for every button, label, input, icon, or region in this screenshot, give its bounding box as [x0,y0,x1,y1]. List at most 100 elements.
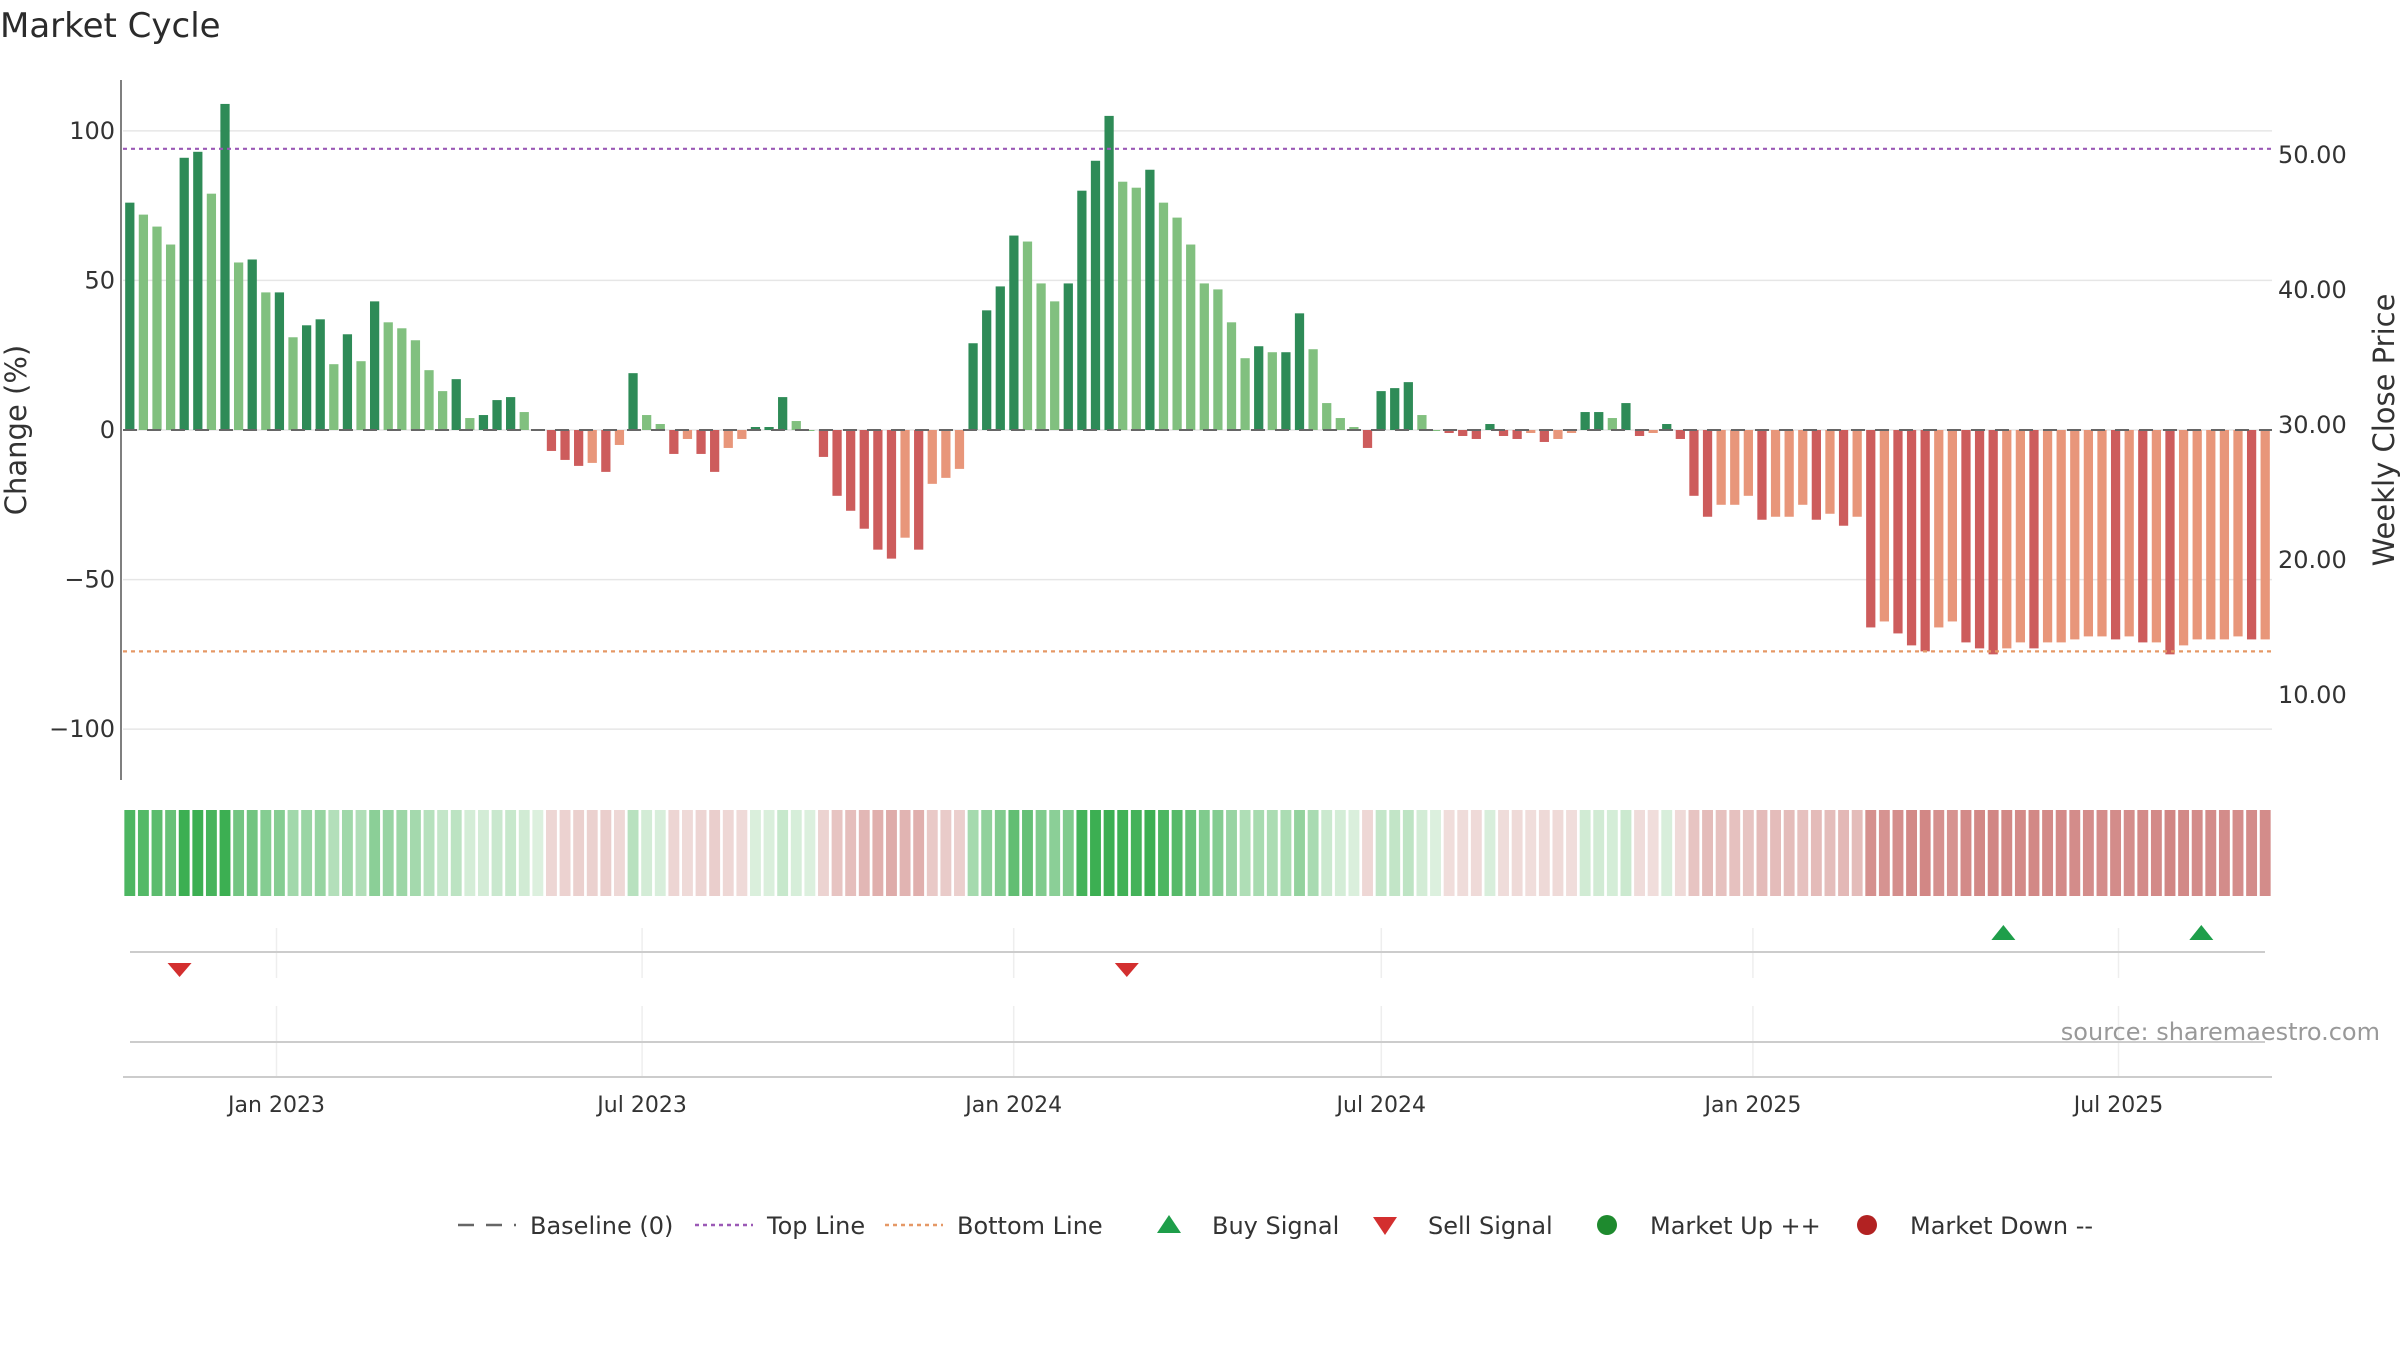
x-tick-label: Jul 2023 [595,1093,687,1118]
heat-strip-cell [1634,810,1645,896]
heat-strip-cell [1321,810,1333,896]
heat-strip-cell [1797,810,1809,896]
bar [2151,430,2162,643]
bars-layer [125,103,2270,655]
heat-strip-cell [1484,810,1496,896]
heat-strip-cell [1960,810,1972,896]
heat-strip-cell [1974,810,1986,896]
heat-strip-cell [1606,810,1618,896]
heat-strip-cell [750,810,761,896]
heat-strip-cell [654,810,666,896]
x-tick-label: Jul 2024 [1335,1093,1427,1118]
y-right-tick-label: 20.00 [2278,546,2347,574]
bar [288,337,298,430]
x-tick-label: Jul 2025 [2072,1093,2164,1118]
heat-strip-cell [1878,810,1890,896]
x-tick-label: Jan 2024 [963,1093,1062,1118]
bar [1009,235,1019,430]
buy-signal-marker [2189,925,2214,940]
legend-label: Market Down -- [1910,1212,2093,1240]
heat-strip-cell [627,810,639,896]
bar [859,430,869,529]
heat-strip-cell [1076,810,1088,896]
bar [1458,430,1468,436]
bar [1498,430,1509,436]
bar [152,226,162,430]
heat-strip-cell [273,810,285,896]
bar [1417,415,1427,430]
heat-strip-cell [1253,810,1265,896]
heat-strip-cell [328,810,340,896]
bar [574,430,584,466]
heat-strip-cell [518,810,530,896]
bar [1553,430,1563,439]
heat-strip-cell [1892,810,1904,896]
heat-strip-cell [2001,810,2013,896]
heat-strip-cell [1647,810,1659,896]
legend-label: Market Up ++ [1650,1212,1821,1240]
heat-strip-cell [2096,810,2108,896]
bar [628,373,638,430]
heat-strip-cell [2110,810,2122,896]
bar [587,430,597,463]
y-right-tick-label: 50.00 [2278,141,2347,169]
heat-strip-cell [437,810,449,896]
bar [1689,430,1699,496]
heat-strip-cell [2164,810,2176,896]
bar [669,430,679,454]
bar [301,325,312,430]
heat-strip-cell [314,810,326,896]
bar [1838,430,1849,526]
heat-strip-cell [178,810,190,896]
heat-strip-cell [573,810,585,896]
heat-strip-cell [1783,810,1795,896]
buy-signal-marker [1991,925,2016,940]
heat-strip-cell [1620,810,1632,896]
bar [2029,430,2039,649]
bar [2138,430,2148,643]
bar [1893,430,1903,634]
bar [546,430,557,451]
bar [954,430,965,469]
heat-strip-cell [967,810,979,896]
x-tick-label: Jan 2023 [226,1093,325,1118]
bar [1634,430,1645,436]
bar [750,427,761,430]
bar [383,322,393,430]
bar [138,214,149,430]
sell-signal-marker [1114,963,1139,977]
heat-strip-cell [1987,810,1999,896]
bar [492,400,502,430]
bar [1811,430,1821,520]
heat-strip-cell [2014,810,2026,896]
bar [329,364,339,430]
bar [1063,283,1073,430]
heat-strip-cell [709,810,721,896]
heat-strip-cell [1702,810,1713,896]
heat-strip-cell [1566,810,1577,896]
heat-strip-cell [886,810,897,896]
bar [1757,430,1767,520]
bar [1335,418,1345,430]
bar [410,340,421,430]
bar [1281,352,1291,430]
bar [1077,190,1087,430]
heat-strip-cell [505,810,517,896]
heat-strip-cell [1661,810,1673,896]
bar [1485,424,1495,430]
bar [438,391,448,430]
bar [274,292,285,430]
heat-strip-cell [1946,810,1958,896]
heat-strip-cell [165,810,177,896]
bar [2056,430,2066,643]
bar [1621,403,1631,430]
heat-strip-cell [423,810,435,896]
bar [1362,430,1373,448]
heat-strip-cell [2069,810,2081,896]
heat-strip-cell [382,810,394,896]
heat-strip-cell [1144,810,1156,896]
bar [1104,115,1114,431]
heat-strip-cell [831,810,843,896]
bar [737,430,747,439]
